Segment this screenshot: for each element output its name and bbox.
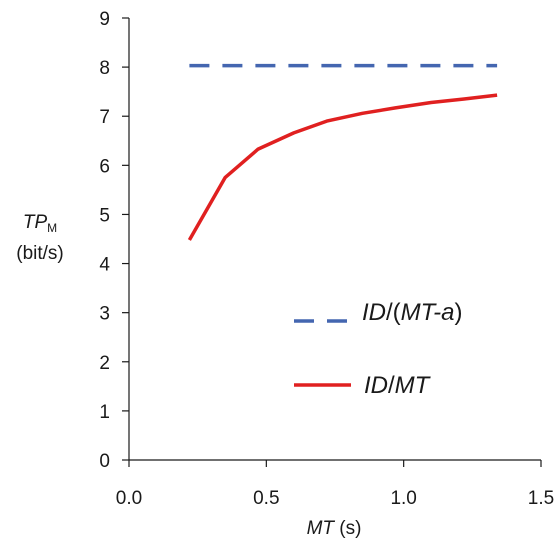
legend-label-solid: ID/MT <box>364 372 432 399</box>
x-axis-title-main: MT <box>307 518 336 539</box>
y-tick-label: 2 <box>99 353 110 374</box>
y-tick-label: 7 <box>99 107 110 128</box>
x-axis-title-unit: (s) <box>334 518 361 539</box>
y-axis-unit: (bit/s) <box>16 243 64 264</box>
x-tick-label: 0.5 <box>253 488 279 509</box>
legend: ID/(MT-a) ID/MT <box>294 299 462 399</box>
series-line-solid <box>187 93 498 241</box>
y-tick-label: 4 <box>99 255 110 276</box>
x-tick-label: 0.0 <box>116 488 142 509</box>
y-tick-label: 8 <box>99 58 110 79</box>
y-tick-label: 6 <box>99 156 110 177</box>
series-layer <box>187 63 498 241</box>
y-tick-label: 3 <box>99 304 110 325</box>
y-tick-label: 1 <box>99 402 110 423</box>
legend-label-dashed: ID/(MT-a) <box>362 299 462 326</box>
y-axis-title-main: TP <box>23 212 48 233</box>
x-ticks: 0.0 0.5 1.0 1.5 <box>116 460 554 509</box>
x-tick-label: 1.5 <box>528 488 554 509</box>
y-tick-label: 9 <box>99 9 110 30</box>
y-axis-title: TPM <box>23 212 57 235</box>
x-axis-title: MT (s) <box>307 518 362 539</box>
y-ticks: 0 1 2 3 4 5 6 7 8 9 <box>99 9 129 472</box>
x-tick-label: 1.0 <box>390 488 416 509</box>
y-axis-title-subscript: M <box>47 221 57 235</box>
y-tick-label: 0 <box>99 451 110 472</box>
y-tick-label: 5 <box>99 205 110 226</box>
